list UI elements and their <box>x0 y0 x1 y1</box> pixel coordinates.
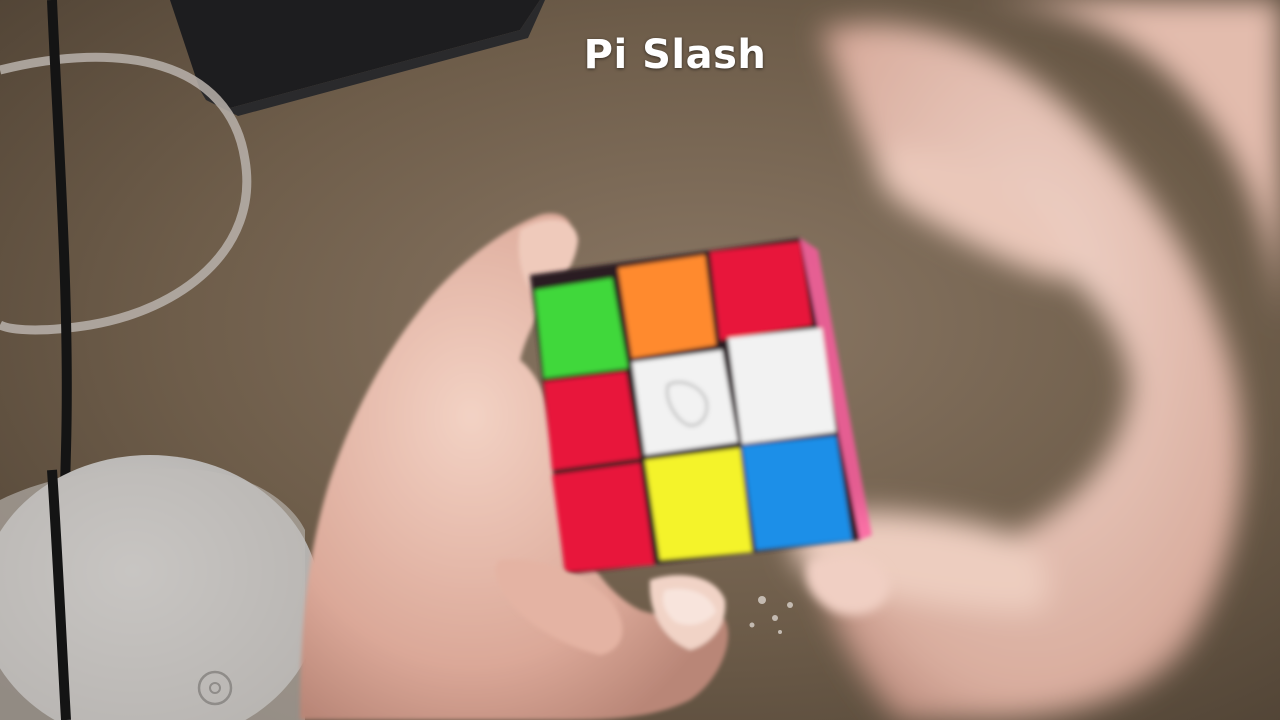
lamp-power-icon <box>197 670 233 706</box>
video-title: Pi Slash <box>583 32 767 78</box>
sticker-r3c1 <box>552 463 654 572</box>
sticker-r1c3 <box>710 242 812 340</box>
sticker-r2c2 <box>632 350 738 455</box>
sticker-r2c3 <box>728 328 836 444</box>
sticker-r3c3 <box>742 436 852 550</box>
sticker-r2c1 <box>544 372 640 470</box>
laptop-corner <box>170 0 540 108</box>
sticker-r1c2 <box>618 255 716 358</box>
sticker-r1c1 <box>535 278 628 378</box>
crumbs <box>749 596 793 634</box>
white-cable <box>0 52 252 335</box>
rubiks-cube <box>530 238 872 575</box>
sticker-r3c2 <box>645 448 752 560</box>
center-logo <box>665 380 709 427</box>
